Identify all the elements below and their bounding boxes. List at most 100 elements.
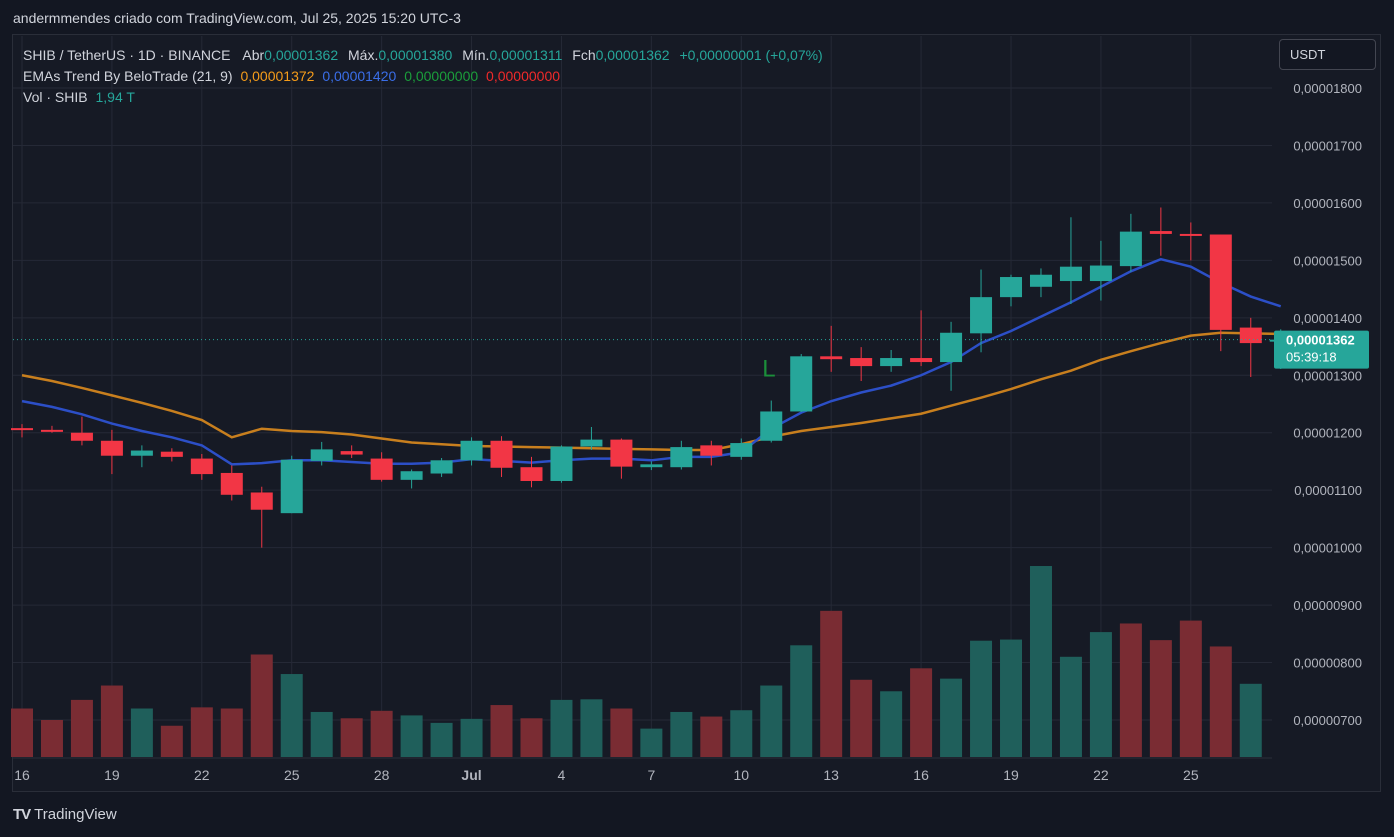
- volume-bar: [1209, 646, 1232, 757]
- ema-21-line: [21, 331, 1281, 452]
- candle-body: [970, 297, 993, 334]
- volume-bar: [100, 685, 123, 757]
- legend-ema-value-4: 0,00000000: [486, 68, 561, 84]
- volume-bar: [610, 708, 633, 757]
- legend-volume-label[interactable]: Vol · SHIB: [23, 89, 88, 105]
- candle-body: [160, 451, 183, 457]
- volume-bar: [220, 708, 243, 757]
- legend-ohlc-row: SHIB / TetherUS · 1D · BINANCE Abr0,0000…: [23, 45, 823, 66]
- candle-body: [1000, 277, 1023, 298]
- volume-bar: [280, 674, 303, 757]
- volume-bar: [760, 685, 783, 757]
- candle-body: [730, 443, 753, 457]
- time-tick-label: 10: [733, 767, 749, 783]
- candle-body: [760, 411, 783, 441]
- candle-body: [370, 458, 393, 480]
- candle-body: [100, 440, 123, 456]
- volume-bar: [700, 716, 723, 757]
- time-tick-label: 19: [1003, 767, 1019, 783]
- volume-bar: [670, 711, 693, 757]
- price-tick-label: 0,00000800: [1293, 656, 1362, 671]
- time-tick-label: 25: [1183, 767, 1199, 783]
- candle-body: [1119, 231, 1142, 267]
- last-price-value: 0,00001362: [1286, 333, 1355, 348]
- time-tick-label: 16: [913, 767, 929, 783]
- legend-close-label: Fch: [572, 47, 596, 63]
- price-tick-label: 0,00001000: [1293, 541, 1362, 556]
- legend-open-label: Abr: [242, 47, 265, 63]
- candle-body: [850, 358, 873, 367]
- legend-ema-value-1: 0,00001372: [240, 68, 315, 84]
- candle-body: [1179, 233, 1202, 236]
- price-tick-label: 0,00000700: [1293, 713, 1362, 728]
- candle-body: [670, 447, 693, 468]
- candle-body: [1149, 231, 1172, 234]
- candle-body: [250, 492, 273, 510]
- volume-bar: [970, 640, 993, 757]
- volume-bar: [400, 715, 423, 757]
- candle-body: [310, 449, 333, 461]
- candle-body: [1029, 274, 1052, 287]
- candle-body: [610, 439, 633, 467]
- legend-high-label: Máx.: [348, 47, 379, 63]
- tradingview-logo-icon: TV: [13, 806, 31, 823]
- legend-close: 0,00001362: [595, 47, 670, 63]
- volume-bar: [1000, 639, 1023, 757]
- price-tick-label: 0,00001200: [1293, 426, 1362, 441]
- legend-ema-value-2: 0,00001420: [322, 68, 397, 84]
- candle-body: [280, 459, 303, 514]
- legend-low-label: Mín.: [462, 47, 490, 63]
- volume-bar: [250, 654, 273, 757]
- volume-bar: [1029, 566, 1052, 757]
- candle-body: [400, 471, 423, 480]
- price-tick-label: 0,00001400: [1293, 311, 1362, 326]
- volume-bar: [850, 679, 873, 757]
- price-tick-label: 0,00001500: [1293, 253, 1362, 268]
- volume-bar: [580, 699, 603, 757]
- footer-brand-label: TradingView: [34, 806, 117, 823]
- candle-body: [11, 428, 33, 431]
- candle-body: [520, 467, 543, 481]
- volume-bar: [70, 699, 93, 757]
- time-tick-label: 28: [374, 767, 390, 783]
- candle-body: [910, 358, 933, 363]
- candle-body: [1089, 265, 1112, 282]
- volume-bar: [1119, 623, 1142, 757]
- price-tick-label: 0,00001600: [1293, 196, 1362, 211]
- volume-bar: [1179, 620, 1202, 757]
- time-tick-label: 22: [194, 767, 210, 783]
- legend-ema-name[interactable]: EMAs Trend By BeloTrade (21, 9): [23, 68, 233, 84]
- time-tick-label: 7: [647, 767, 655, 783]
- volume-bar: [40, 720, 63, 757]
- legend-low: 0,00001311: [489, 47, 563, 63]
- chart-author-note: andermmendes criado com TradingView.com,…: [13, 10, 461, 26]
- volume-bar: [460, 718, 483, 757]
- volume-bar: [790, 645, 813, 757]
- price-tick-label: 0,00001300: [1293, 368, 1362, 383]
- candle-body: [1059, 266, 1082, 282]
- price-tick-label: 0,00001800: [1293, 81, 1362, 96]
- price-tick-label: 0,00001700: [1293, 138, 1362, 153]
- volume-bar: [190, 707, 213, 757]
- time-tick-label: 25: [284, 767, 300, 783]
- candle-body: [430, 460, 453, 474]
- volume-bar: [940, 678, 963, 757]
- candle-body: [190, 458, 213, 475]
- volume-bar: [370, 710, 393, 757]
- footer-brand[interactable]: TV TradingView: [13, 806, 117, 823]
- legend-ema-row: EMAs Trend By BeloTrade (21, 9) 0,000013…: [23, 66, 823, 87]
- candle-body: [130, 450, 153, 456]
- candle-body: [820, 356, 843, 360]
- candle-body: [580, 439, 603, 447]
- currency-button[interactable]: USDT: [1279, 39, 1376, 70]
- legend-change: +0,00000001 (+0,07%): [679, 47, 823, 63]
- candle-body: [490, 440, 513, 468]
- legend-symbol[interactable]: SHIB / TetherUS · 1D · BINANCE: [23, 47, 231, 63]
- legend-open: 0,00001362: [264, 47, 339, 63]
- volume-bar: [340, 718, 363, 757]
- chart-legend: SHIB / TetherUS · 1D · BINANCE Abr0,0000…: [23, 45, 823, 108]
- volume-bar: [490, 705, 513, 757]
- time-tick-label: 13: [823, 767, 839, 783]
- time-tick-label: 22: [1093, 767, 1109, 783]
